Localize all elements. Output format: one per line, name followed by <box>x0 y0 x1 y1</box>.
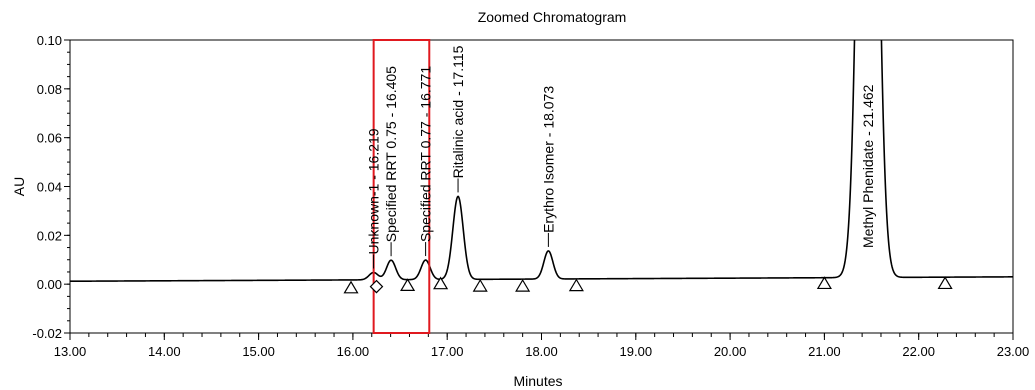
x-tick-label: 18.00 <box>525 344 558 359</box>
x-tick-label: 20.00 <box>714 344 747 359</box>
triangle-marker <box>401 279 414 290</box>
x-tick-label: 23.00 <box>997 344 1030 359</box>
y-tick-label: 0.04 <box>37 180 62 195</box>
triangle-marker <box>939 277 952 288</box>
y-axis-label: AU <box>11 177 27 196</box>
x-axis-label: Minutes <box>513 373 562 389</box>
y-tick-label: 0.06 <box>37 131 62 146</box>
triangle-marker <box>570 280 583 291</box>
x-tick-label: 17.00 <box>431 344 464 359</box>
y-tick-label: 0.10 <box>37 33 62 48</box>
triangle-marker <box>818 277 831 288</box>
x-tick-label: 14.00 <box>148 344 181 359</box>
peak-label: Specified RRT 0.77 - 16.771 <box>418 66 434 242</box>
peak-label: Ritalinic acid - 17.115 <box>450 45 466 178</box>
y-tick-label: 0.02 <box>37 228 62 243</box>
x-tick-label: 13.00 <box>54 344 87 359</box>
triangle-marker <box>516 280 529 291</box>
peak-label: Unknown-1 - 16.219 <box>366 128 382 254</box>
x-tick-label: 22.00 <box>902 344 935 359</box>
y-tick-label: 0.00 <box>37 277 62 292</box>
x-tick-label: 16.00 <box>337 344 370 359</box>
x-axis-ticks: 13.00 14.00 15.00 16.00 17.00 18.00 19.00 20.00… <box>54 333 1030 359</box>
y-axis-ticks: -0.02 0.00 0.02 0.04 0.06 0.08 0.10 <box>32 33 70 341</box>
integration-markers <box>345 277 952 292</box>
y-tick-label: 0.08 <box>37 82 62 97</box>
triangle-marker <box>345 282 358 293</box>
x-tick-label: 21.00 <box>808 344 841 359</box>
peak-label: Erythro Isomer - 18.073 <box>540 86 556 233</box>
triangle-marker <box>474 280 487 291</box>
peak-label: Methyl Phenidate - 21.462 <box>860 84 876 248</box>
chart-title: Zoomed Chromatogram <box>478 9 627 25</box>
y-tick-label: -0.02 <box>32 326 62 341</box>
diamond-marker <box>370 281 382 293</box>
triangle-marker <box>434 278 447 289</box>
x-tick-label: 19.00 <box>620 344 653 359</box>
x-tick-label: 15.00 <box>242 344 275 359</box>
peak-label: Specified RRT 0.75 - 16.405 <box>383 66 399 242</box>
peak-labels: Unknown-1 - 16.219 Specified RRT 0.75 - 1… <box>366 45 876 268</box>
